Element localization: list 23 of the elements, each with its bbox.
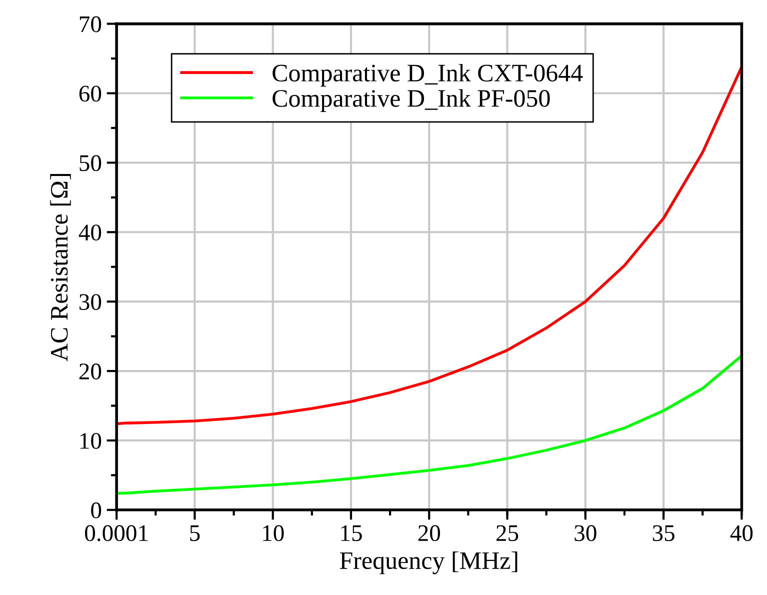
x-axis-title: Frequency [MHz] (340, 551, 518, 574)
line-series (116, 354, 742, 495)
y-tick-label: 50 (80, 155, 102, 172)
legend-label: Comparative D_Ink PF-050 (272, 89, 550, 112)
line-series (116, 65, 742, 426)
y-tick-label: 30 (80, 294, 102, 310)
legend-label: Comparative D_Ink CXT-0644 (272, 64, 583, 87)
y-tick-label: 70 (80, 16, 102, 32)
x-tick-label: 30 (574, 525, 596, 542)
y-axis-title: AC Resistance [Ω] (50, 174, 71, 362)
x-tick-label: 0.0001 (85, 525, 148, 542)
x-tick-label: 10 (263, 525, 284, 542)
y-tick-label: 10 (80, 432, 102, 449)
x-tick-label: 35 (652, 525, 674, 542)
y-tick-label: 60 (79, 86, 102, 102)
x-tick-label: 25 (496, 525, 518, 542)
x-tick-label: 20 (418, 525, 440, 542)
y-tick-label: 40 (78, 224, 102, 241)
x-tick-label: 40 (730, 525, 753, 542)
x-tick-label: 15 (341, 525, 362, 542)
y-tick-label: 0 (91, 502, 102, 518)
x-tick-label: 5 (190, 525, 200, 542)
y-tick-label: 20 (79, 364, 102, 380)
